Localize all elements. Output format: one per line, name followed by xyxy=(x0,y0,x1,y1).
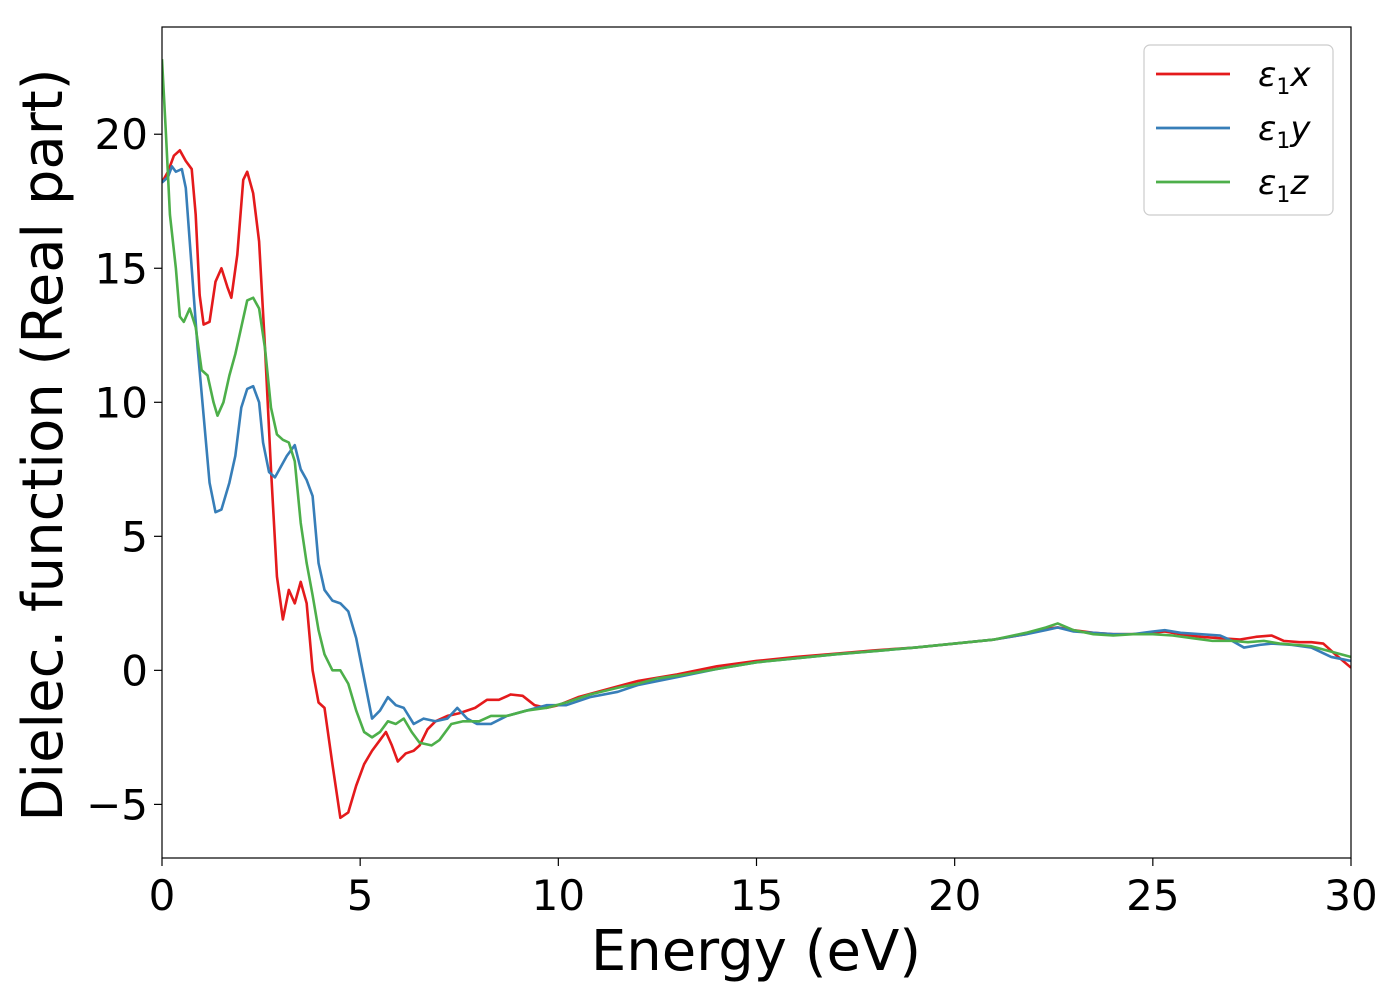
legend: ε1x ε1y ε1z xyxy=(1143,44,1334,216)
legend-label-x: ε1x xyxy=(1258,55,1311,100)
x-tick-label: 5 xyxy=(347,871,374,920)
legend-label-y: ε1y xyxy=(1258,109,1311,154)
legend-box xyxy=(1143,44,1334,216)
y-tick-label: 5 xyxy=(121,512,148,561)
x-tick-label: 0 xyxy=(149,871,176,920)
y-tick-label: 20 xyxy=(95,110,148,159)
y-axis-label: Dielec. function (Real part) xyxy=(11,68,76,821)
series-line-y xyxy=(162,165,1351,726)
y-tick-label: 0 xyxy=(121,646,148,695)
y-tick-label: 10 xyxy=(95,378,148,427)
x-tick-label: 15 xyxy=(730,871,783,920)
x-tick-label: 25 xyxy=(1126,871,1179,920)
y-tick-label: 15 xyxy=(95,244,148,293)
x-tick-label: 30 xyxy=(1324,871,1377,920)
series-line-x xyxy=(162,149,1351,820)
series-line-z xyxy=(162,59,1351,747)
x-tick-label: 10 xyxy=(532,871,585,920)
plot-area xyxy=(162,59,1351,820)
y-tick-label: −5 xyxy=(86,780,148,829)
x-tick-label: 20 xyxy=(928,871,981,920)
x-axis-label: Energy (eV) xyxy=(591,919,921,984)
legend-label-z: ε1z xyxy=(1258,163,1309,208)
